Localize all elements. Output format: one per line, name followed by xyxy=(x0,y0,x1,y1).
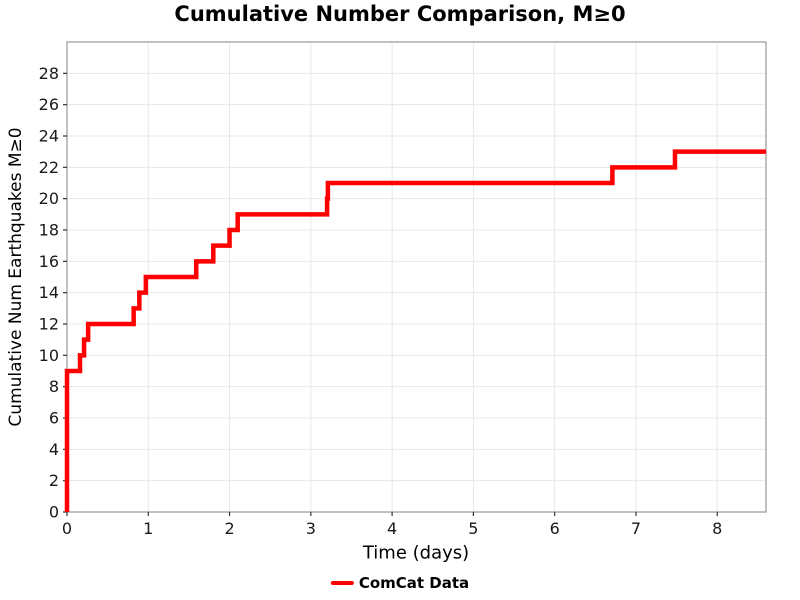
svg-text:2: 2 xyxy=(49,471,59,490)
svg-text:18: 18 xyxy=(39,221,59,240)
svg-text:0: 0 xyxy=(62,519,72,538)
svg-text:4: 4 xyxy=(387,519,397,538)
x-tick-labels: 0 1 2 3 4 5 6 7 8 xyxy=(62,519,722,538)
svg-text:12: 12 xyxy=(39,315,59,334)
svg-text:14: 14 xyxy=(39,283,59,302)
svg-text:22: 22 xyxy=(39,158,59,177)
svg-text:24: 24 xyxy=(39,127,59,146)
svg-text:5: 5 xyxy=(468,519,478,538)
svg-text:4: 4 xyxy=(49,440,59,459)
legend: ComCat Data xyxy=(330,574,470,592)
svg-text:16: 16 xyxy=(39,252,59,271)
svg-text:0: 0 xyxy=(49,503,59,522)
series-comcat-step-line xyxy=(64,149,766,512)
legend-label: ComCat Data xyxy=(358,574,470,592)
svg-text:8: 8 xyxy=(49,377,59,396)
x-axis-title: Time (days) xyxy=(362,542,470,564)
svg-text:3: 3 xyxy=(306,519,316,538)
y-axis-title: Cumulative Num Earthquakes M≥0 xyxy=(6,127,26,427)
svg-text:20: 20 xyxy=(39,189,59,208)
svg-text:26: 26 xyxy=(39,95,59,114)
svg-text:28: 28 xyxy=(39,64,59,83)
svg-text:7: 7 xyxy=(631,519,641,538)
svg-text:2: 2 xyxy=(224,519,234,538)
plot-border xyxy=(66,41,767,513)
svg-text:6: 6 xyxy=(49,409,59,428)
svg-text:10: 10 xyxy=(39,346,59,365)
svg-text:8: 8 xyxy=(712,519,722,538)
svg-text:1: 1 xyxy=(143,519,153,538)
svg-text:6: 6 xyxy=(550,519,560,538)
chart-title: Cumulative Number Comparison, M≥0 xyxy=(174,2,626,26)
legend-line-swatch-icon xyxy=(330,581,354,585)
